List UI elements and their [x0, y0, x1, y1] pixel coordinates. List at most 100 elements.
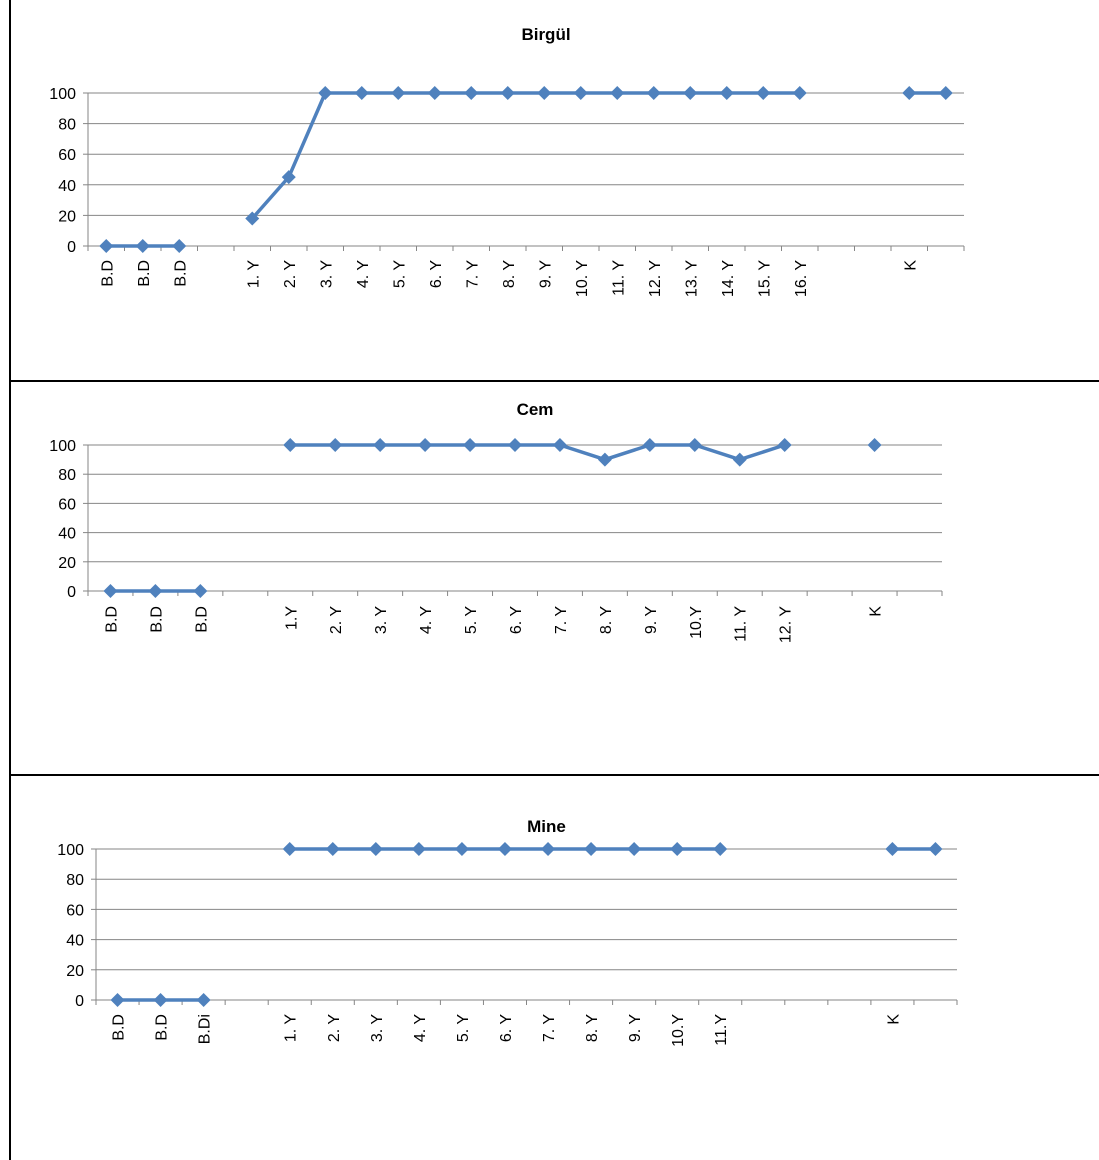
data-point: [281, 170, 296, 185]
y-tick-label: 0: [67, 239, 76, 256]
data-point: [373, 438, 388, 452]
x-tick-label: 9. Y: [643, 606, 660, 635]
x-tick-label: 11. Y: [610, 260, 627, 296]
data-point: [318, 86, 333, 100]
data-point: [172, 239, 187, 253]
x-tick-label: B.D: [148, 606, 165, 633]
data-point: [245, 211, 260, 226]
chart-title: Mine: [527, 817, 566, 836]
data-point: [642, 438, 657, 452]
data-point: [508, 438, 522, 452]
y-tick-label: 80: [66, 872, 84, 889]
x-tick-label: B.D: [103, 606, 120, 633]
data-point: [756, 86, 771, 100]
x-tick-label: 11.Y: [713, 1014, 730, 1046]
data-point: [537, 86, 552, 100]
data-point: [193, 584, 208, 598]
data-point: [283, 438, 298, 452]
x-tick-label: 1. Y: [283, 1014, 300, 1043]
data-point: [135, 239, 150, 253]
x-tick-label: 8. Y: [584, 1014, 601, 1043]
data-point: [325, 842, 340, 856]
y-tick-label: 60: [58, 147, 76, 164]
x-tick-label: 1. Y: [245, 260, 262, 289]
y-tick-label: 100: [49, 438, 76, 455]
divider-line-1: [9, 380, 1099, 382]
series-line: [290, 443, 786, 462]
data-point: [391, 86, 406, 100]
data-point: [792, 86, 807, 100]
x-tick-label: 10.Y: [688, 606, 705, 639]
x-tick-label: 8. Y: [598, 606, 615, 635]
x-tick-label: 4. Y: [412, 1014, 429, 1043]
x-tick-label: 2. Y: [282, 260, 299, 289]
chart-title: Cem: [517, 400, 554, 419]
y-tick-label: 40: [58, 178, 76, 195]
data-point: [713, 842, 728, 856]
x-tick-label: 6. Y: [508, 606, 525, 635]
x-tick-label: 6. Y: [498, 1014, 515, 1043]
data-point: [627, 842, 642, 856]
data-point: [902, 86, 917, 100]
data-point: [354, 86, 369, 100]
y-tick-label: 60: [58, 496, 76, 513]
data-point: [500, 86, 515, 100]
data-point: [411, 842, 426, 856]
x-tick-label: B.Di: [197, 1014, 214, 1044]
x-tick-label: 5. Y: [455, 1014, 472, 1043]
data-point: [867, 438, 882, 452]
x-tick-label: B.D: [99, 260, 116, 287]
x-tick-label: B.D: [111, 1014, 128, 1041]
y-tick-label: 40: [58, 526, 76, 543]
y-tick-label: 60: [66, 902, 84, 919]
chart-birgul: Birgül 0 20 40 60 80 100 B.D B.D B.D 1. Y 2. Y 3. Y 4…: [49, 25, 965, 297]
x-tick-label: 2. Y: [326, 1014, 343, 1043]
y-tick-label: 0: [75, 993, 84, 1010]
data-point: [541, 842, 556, 856]
y-tick-label: 40: [66, 933, 84, 950]
x-tick-label: 13. Y: [683, 260, 700, 297]
data-point: [719, 86, 734, 100]
data-point: [885, 842, 900, 856]
x-tick-label: 4. Y: [418, 606, 435, 635]
x-tick-label: 4. Y: [355, 260, 372, 289]
data-point: [938, 86, 953, 100]
x-tick-label: 11. Y: [733, 606, 750, 642]
left-border-line: [9, 0, 11, 1160]
y-tick-label: 20: [58, 555, 76, 572]
data-point: [328, 438, 343, 452]
data-point: [368, 842, 383, 856]
x-tick-label: K: [902, 260, 919, 271]
data-point: [928, 842, 943, 856]
data-point: [196, 993, 211, 1007]
data-point: [282, 842, 297, 856]
y-tick-label: 20: [66, 963, 84, 980]
data-point: [687, 438, 702, 452]
x-tick-label: 7. Y: [541, 1014, 558, 1043]
x-tick-label: B.D: [193, 606, 210, 633]
x-tick-label: K: [885, 1014, 902, 1025]
x-tick-label: 5. Y: [391, 260, 408, 289]
data-point: [99, 239, 114, 253]
data-point: [110, 993, 125, 1007]
data-point: [732, 452, 747, 467]
data-point: [454, 842, 469, 856]
x-tick-label: 6. Y: [428, 260, 445, 289]
chart-cem: Cem 0 20 40 60 80 100 B.D B.D B.D 1.Y 2. Y 3. Y 4. Y 5…: [49, 400, 943, 643]
data-point: [552, 438, 567, 452]
data-point: [610, 86, 625, 100]
divider-line-2: [9, 774, 1099, 776]
x-tick-label: 8. Y: [501, 260, 518, 289]
x-tick-label: 7. Y: [553, 606, 570, 635]
data-point: [777, 438, 792, 452]
y-tick-label: 100: [57, 842, 84, 859]
data-point: [497, 842, 512, 856]
y-tick-label: 0: [67, 584, 76, 601]
y-tick-label: 100: [49, 86, 76, 103]
chart-title: Birgül: [521, 25, 570, 44]
x-tick-label: 9. Y: [627, 1014, 644, 1043]
x-tick-label: 12. Y: [647, 260, 664, 297]
x-tick-label: K: [868, 606, 885, 617]
data-point: [683, 86, 698, 100]
